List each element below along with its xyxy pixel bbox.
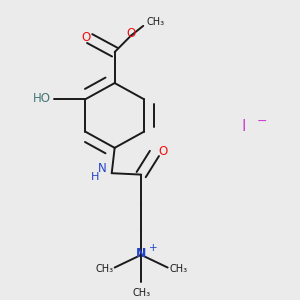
Text: CH₃: CH₃ (169, 264, 187, 274)
Text: O: O (82, 31, 91, 44)
Text: +: + (148, 243, 157, 253)
Text: CH₃: CH₃ (147, 17, 165, 27)
Text: CH₃: CH₃ (95, 264, 113, 274)
Text: O: O (127, 27, 136, 40)
Text: CH₃: CH₃ (132, 288, 150, 298)
Text: −: − (256, 115, 267, 128)
Text: I: I (242, 119, 247, 134)
Text: O: O (158, 145, 167, 158)
Text: N: N (98, 162, 107, 175)
Text: N: N (136, 247, 146, 260)
Text: HO: HO (33, 92, 51, 105)
Text: H: H (91, 172, 99, 182)
